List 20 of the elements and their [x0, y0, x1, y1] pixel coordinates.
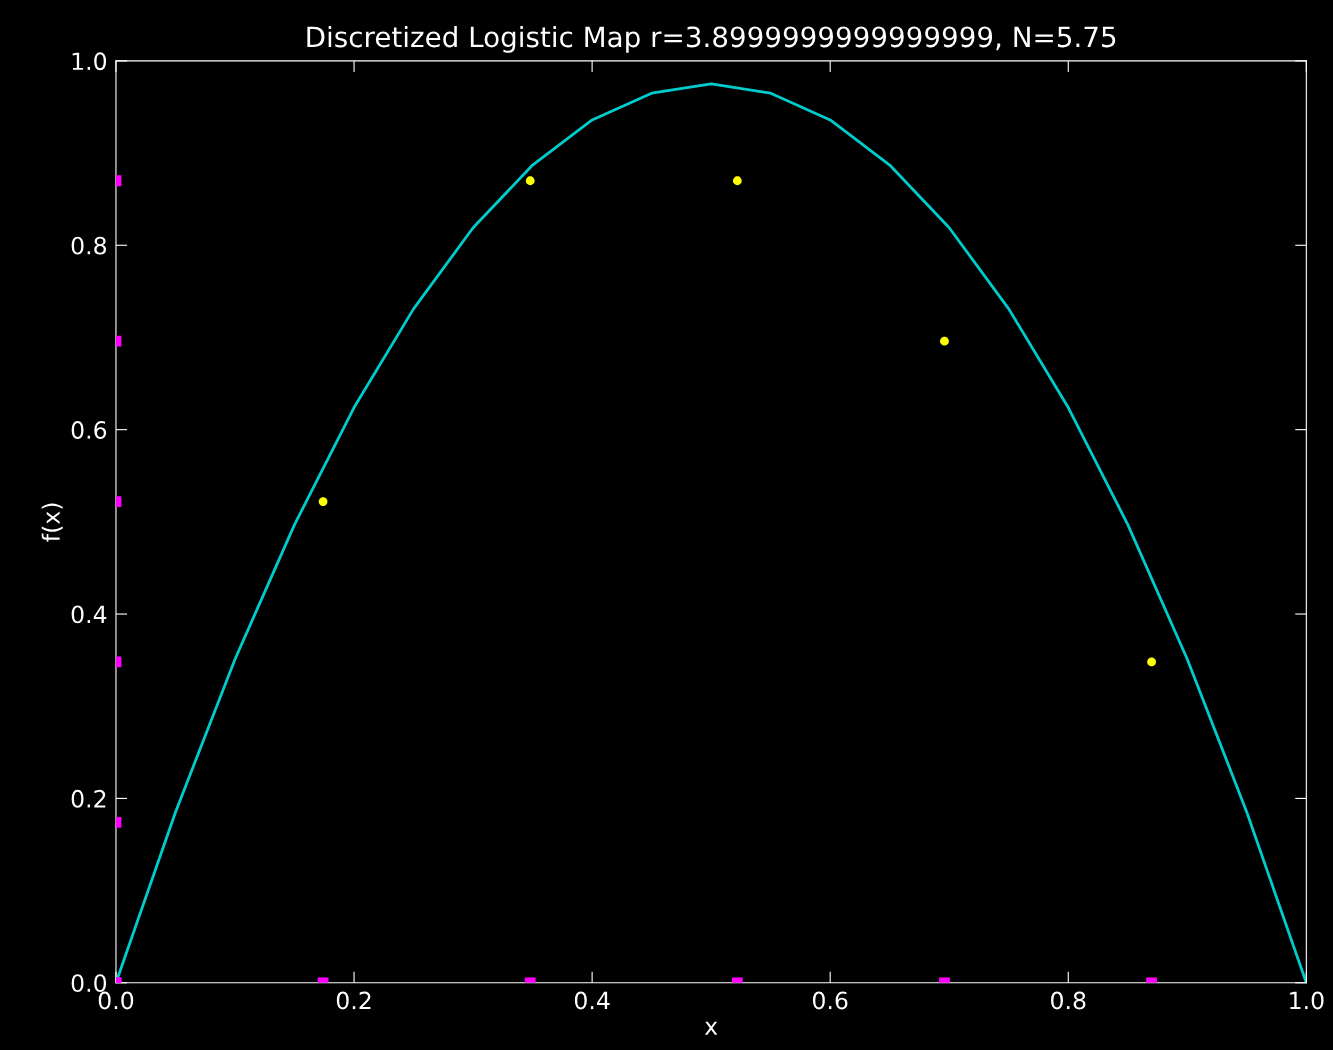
point: [525, 176, 535, 186]
x-axis-title: x: [704, 1021, 718, 1035]
point: [732, 176, 742, 186]
y-axis-title: f(x): [41, 503, 63, 542]
x-tick-label: 1.0: [1290, 991, 1324, 1010]
point: [940, 336, 949, 346]
x-tick-label: 0.6: [812, 991, 848, 1010]
x-tick-label: 0.8: [1051, 991, 1086, 1010]
x-tick-label: 0.2: [336, 991, 371, 1010]
y-tick-label: 0.6: [71, 421, 107, 439]
y-tick-label: 0.8: [71, 236, 107, 255]
y-tick-label: 0.0: [71, 974, 107, 993]
point: [1147, 657, 1156, 667]
x-tick-label: 0.0: [98, 991, 134, 1010]
point: [318, 497, 328, 506]
y-tick-label: 1.0: [72, 52, 107, 71]
x-tick-label: 0.4: [574, 991, 610, 1010]
y-tick-label: 0.4: [71, 605, 107, 624]
chart-title: Discretized Logistic Map r=3.8999999999999999, N=5.75: [307, 25, 1116, 53]
y-tick-label: 0.2: [71, 789, 106, 808]
